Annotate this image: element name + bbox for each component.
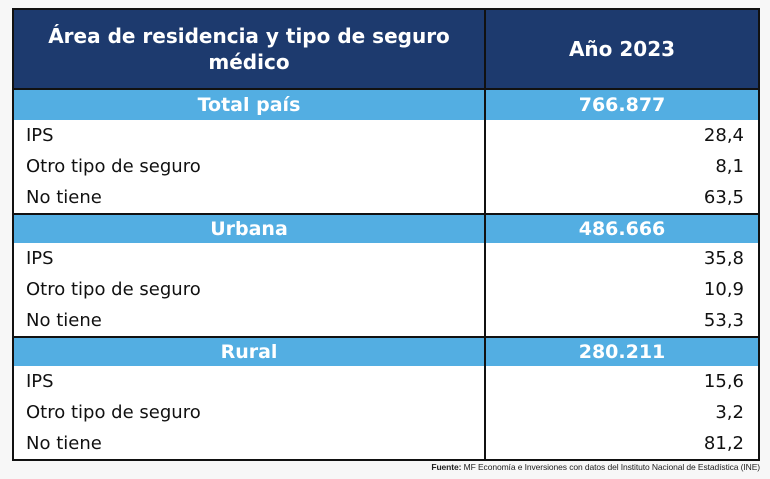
table-row: IPS 35,8: [14, 243, 758, 274]
source-label: Fuente:: [431, 462, 462, 472]
group-band-rural: Rural 280.211: [14, 336, 758, 366]
source-note: Fuente: MF Economía e Inversiones con da…: [431, 462, 760, 472]
table-header: Área de residencia y tipo de seguro médi…: [14, 10, 758, 90]
row-value: 8,1: [715, 156, 744, 177]
row-value: 53,3: [703, 310, 744, 331]
row-label: No tiene: [14, 182, 486, 213]
row-label: Otro tipo de seguro: [14, 274, 486, 305]
row-value: 3,2: [715, 402, 744, 423]
row-value: 28,4: [703, 125, 744, 146]
row-value: 81,2: [703, 433, 744, 454]
row-label: IPS: [14, 120, 486, 151]
group-name: Rural: [14, 338, 486, 366]
row-label: IPS: [14, 366, 486, 397]
row-label: Otro tipo de seguro: [14, 397, 486, 428]
row-value: 10,9: [703, 279, 744, 300]
table-row: No tiene 63,5: [14, 182, 758, 213]
row-label: Otro tipo de seguro: [14, 151, 486, 182]
header-area-type: Área de residencia y tipo de seguro médi…: [14, 10, 486, 88]
row-label: IPS: [14, 243, 486, 274]
group-total: 280.211: [578, 341, 666, 363]
table-row: Otro tipo de seguro 3,2: [14, 397, 758, 428]
group-band-urbana: Urbana 486.666: [14, 213, 758, 243]
table-row: IPS 15,6: [14, 366, 758, 397]
table-row: No tiene 53,3: [14, 305, 758, 336]
insurance-table: Área de residencia y tipo de seguro médi…: [12, 8, 760, 461]
table-row: IPS 28,4: [14, 120, 758, 151]
group-total: 766.877: [578, 94, 666, 116]
row-label: No tiene: [14, 305, 486, 336]
header-year: Año 2023: [568, 37, 676, 61]
table-row: Otro tipo de seguro 8,1: [14, 151, 758, 182]
source-text: MF Economía e Inversiones con datos del …: [461, 462, 760, 472]
group-band-total: Total país 766.877: [14, 90, 758, 120]
row-value: 63,5: [703, 187, 744, 208]
group-total: 486.666: [578, 218, 666, 240]
row-value: 35,8: [703, 248, 744, 269]
table-row: No tiene 81,2: [14, 428, 758, 459]
group-name: Total país: [14, 90, 486, 120]
row-value: 15,6: [703, 371, 744, 392]
table-row: Otro tipo de seguro 10,9: [14, 274, 758, 305]
row-label: No tiene: [14, 428, 486, 459]
group-name: Urbana: [14, 215, 486, 243]
